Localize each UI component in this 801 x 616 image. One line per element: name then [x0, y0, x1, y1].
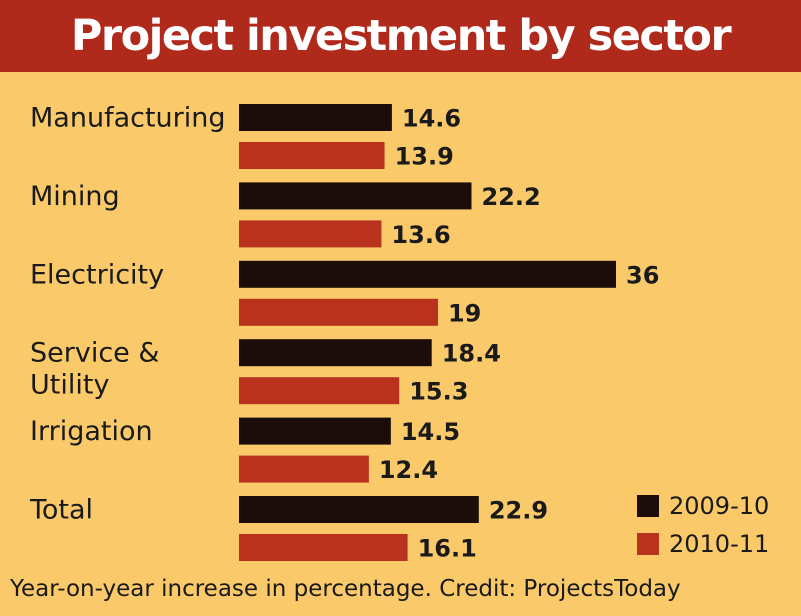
value-label: 22.2 [481, 183, 540, 211]
category-label: Utility [30, 370, 109, 401]
legend-swatch [637, 495, 659, 517]
category-label: Mining [30, 181, 120, 212]
category-label: Irrigation [30, 416, 153, 447]
value-label: 15.3 [409, 378, 468, 406]
value-label: 16.1 [418, 535, 477, 563]
bar-2009-10 [239, 417, 391, 445]
bar-2009-10 [239, 104, 392, 131]
value-label: 22.9 [489, 497, 548, 525]
legend-label: 2009-10 [669, 492, 769, 520]
value-label: 13.6 [391, 221, 450, 249]
bar-2010-11 [239, 298, 438, 326]
bar-2010-11 [239, 534, 408, 561]
bar-2009-10 [239, 339, 432, 367]
bar-2009-10 [239, 496, 479, 523]
bar-2010-11 [239, 220, 382, 248]
bar-2010-11 [239, 377, 400, 405]
bar-chart: Manufacturing 14.6 13.9 Mining 22.2 13.6 Elect… [29, 103, 769, 563]
category-label: Total [29, 495, 93, 526]
bar-2010-11 [239, 455, 369, 483]
value-label: 12.4 [379, 456, 438, 484]
value-label: 13.9 [395, 143, 454, 171]
chart-title: Project investment by sector [70, 11, 732, 61]
legend-swatch [637, 533, 659, 555]
value-label: 18.4 [442, 340, 501, 368]
title-bar [0, 0, 801, 72]
value-label: 14.5 [401, 418, 460, 446]
value-label: 14.6 [402, 105, 461, 133]
value-label: 19 [448, 299, 481, 327]
chart-footer: Year-on-year increase in percentage. Cre… [10, 576, 681, 602]
bar-2009-10 [239, 182, 472, 210]
category-label: Manufacturing [30, 103, 226, 134]
bar-2010-11 [239, 142, 385, 169]
bar-2009-10 [239, 260, 616, 288]
category-label: Electricity [30, 259, 164, 290]
category-label: Service & [30, 338, 159, 369]
legend-label: 2010-11 [669, 530, 769, 558]
value-label: 36 [626, 261, 659, 289]
